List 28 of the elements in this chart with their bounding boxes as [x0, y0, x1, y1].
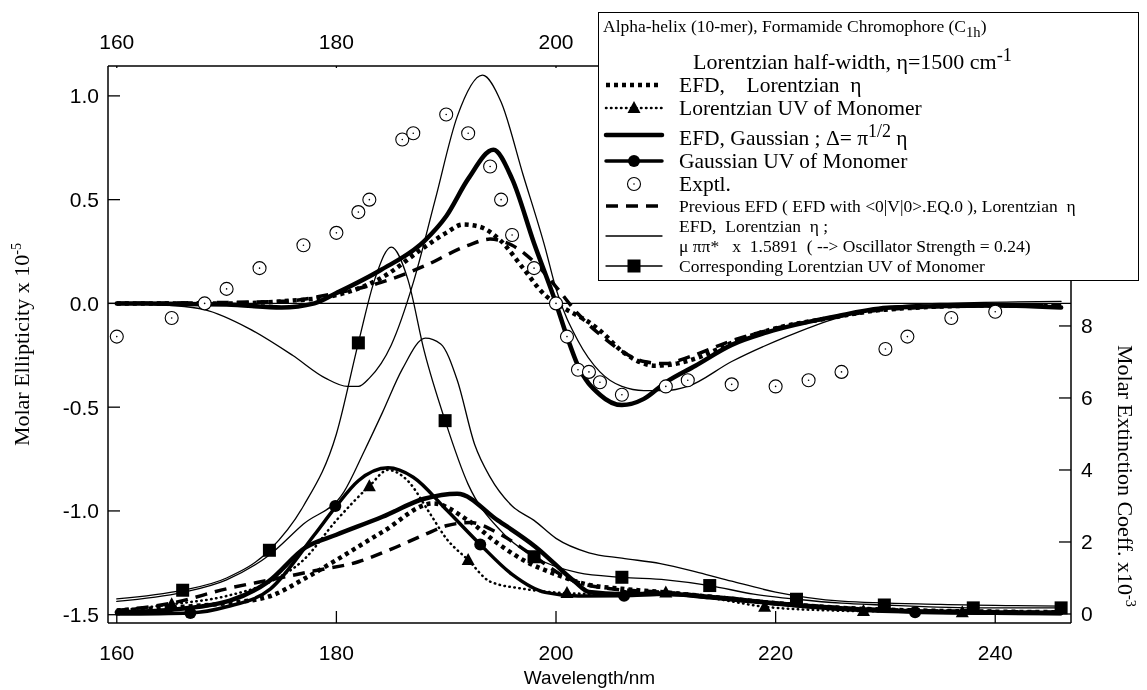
x-tick-label: 220: [758, 640, 794, 664]
y2-tick-label: 4: [1081, 458, 1093, 482]
y2-tick-label: 2: [1081, 530, 1093, 554]
x-tick-label: 240: [977, 640, 1013, 664]
y-tick-label: 0.0: [69, 291, 99, 315]
legend-label: EFD, Lorentzian η ; μ ππ* x 1.5891 ( --> Oscillator Strength = 0.24): [679, 216, 1031, 256]
legend-label: EFD, Lorentzian η: [679, 72, 862, 97]
x2-tick-label: 200: [538, 30, 574, 53]
x2-tick-label: 180: [318, 30, 354, 53]
y-tick-label: -1.0: [62, 499, 99, 523]
legend-label: Corresponding Lorentzian UV of Monomer: [679, 256, 985, 276]
y2-tick-label: 6: [1081, 386, 1093, 410]
x-tick-label: 180: [318, 640, 354, 664]
legend-label: Gaussian UV of Monomer: [679, 149, 908, 173]
legend-label: Exptl.: [679, 171, 731, 196]
x-axis-title: Wavelength/nm: [523, 667, 656, 688]
y-tick-label: -0.5: [62, 395, 99, 419]
legend-title: Alpha-helix (10-mer), Formamide Chromophore (C$_{1h}$) Lorentzian half-width, η=1500 cm$^{-1}$: [603, 16, 1012, 74]
y2-tick-label: 8: [1081, 314, 1093, 338]
y2-tick-label: 0: [1081, 602, 1093, 626]
x2-tick-label: 160: [99, 30, 135, 53]
legend-label: EFD, Gaussian ; Δ= π$^{1/2}$ η: [679, 120, 908, 150]
y-tick-label: 0.5: [69, 188, 99, 211]
y-tick-label: 1.0: [69, 84, 99, 108]
y-tick-label: -1.5: [62, 603, 99, 627]
x-tick-label: 200: [538, 640, 574, 664]
legend-label: Previous EFD ( EFD with <0|V|0>.EQ.0 ), Lorentzian η: [679, 196, 1076, 216]
x-tick-label: 160: [99, 640, 135, 664]
